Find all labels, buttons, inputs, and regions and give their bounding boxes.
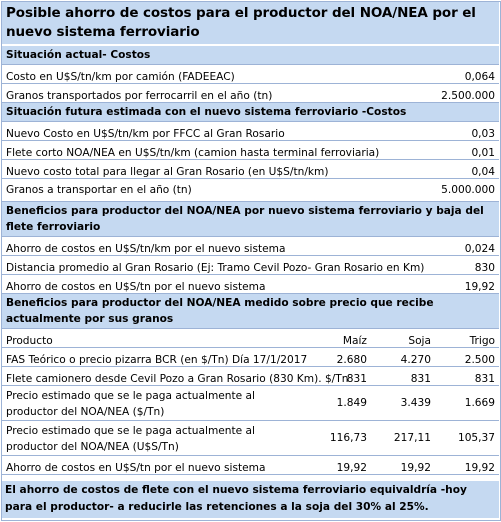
row-value: 19,92 (435, 274, 500, 294)
table-row: Ahorro de costos en U$S/tn por el nuevo … (2, 455, 500, 475)
cell-soja: 19,92 (371, 455, 435, 475)
row-label: Costo en U$S/tn/km por camión (FADEEAC) (2, 64, 435, 84)
table-row: Nuevo Costo en U$S/tn/km por FFCC al Gra… (2, 121, 500, 141)
conclusion-note: El ahorro de costos de flete con el nuev… (2, 481, 499, 518)
table-row: Ahorro de costos en U$S/tn/km por el nue… (2, 236, 500, 256)
cell-trigo: 831 (435, 366, 500, 386)
cell-maiz: 1.849 (307, 385, 371, 421)
table-row: Distancia promedio al Gran Rosario (Ej: … (2, 255, 500, 275)
table-row: Precio estimado que se le paga actualmen… (2, 385, 500, 421)
row-label: Granos transportados por ferrocarril en … (2, 83, 435, 103)
column-header-trigo: Trigo (435, 328, 500, 348)
row-label: Distancia promedio al Gran Rosario (Ej: … (2, 255, 435, 275)
cell-trigo: 2.500 (435, 347, 500, 367)
cell-soja: 3.439 (371, 385, 435, 421)
table-row: FAS Teórico o precio pizarra BCR (en $/T… (2, 347, 500, 367)
cell-soja: 831 (371, 366, 435, 386)
table-row: Granos a transportar en el año (tn) 5.00… (2, 178, 500, 202)
page-title: Posible ahorro de costos para el product… (2, 2, 499, 44)
cell-trigo: 19,92 (435, 455, 500, 475)
section-header-futura: Situación futura estimada con el nuevo s… (2, 102, 500, 122)
row-label: Ahorro de costos en U$S/tn por el nuevo … (2, 455, 307, 475)
cost-table: Situación actual- Costos Costo en U$S/tn… (2, 46, 500, 494)
table-row: Flete camionero desde Cevil Pozo a Gran … (2, 366, 500, 386)
section-header-actual: Situación actual- Costos (2, 46, 500, 65)
row-label: FAS Teórico o precio pizarra BCR (en $/T… (2, 347, 307, 367)
row-value: 830 (435, 255, 500, 275)
row-value: 0,024 (435, 236, 500, 256)
cell-trigo: 1.669 (435, 385, 500, 421)
column-header-row: Producto Maíz Soja Trigo (2, 328, 500, 348)
row-value: 0,04 (435, 159, 500, 179)
table-row: Ahorro de costos en U$S/tn por el nuevo … (2, 274, 500, 294)
row-value: 0,01 (435, 140, 500, 160)
table-row: Precio estimado que se le paga actualmen… (2, 420, 500, 456)
row-label: Ahorro de costos en U$S/tn por el nuevo … (2, 274, 435, 294)
spreadsheet: Situación actual- Costos Costo en U$S/tn… (2, 46, 500, 494)
table-row: Granos transportados por ferrocarril en … (2, 83, 500, 103)
row-value: 0,03 (435, 121, 500, 141)
cell-maiz: 116,73 (307, 420, 371, 456)
row-label: Granos a transportar en el año (tn) (2, 178, 435, 202)
row-label: Nuevo costo total para llegar al Gran Ro… (2, 159, 435, 179)
section-header-beneficios-2: Beneficios para productor del NOA/NEA me… (2, 293, 500, 329)
table-row: Costo en U$S/tn/km por camión (FADEEAC) … (2, 64, 500, 84)
row-label: Flete corto NOA/NEA en U$S/tn/km (camion… (2, 140, 435, 160)
row-value: 0,064 (435, 64, 500, 84)
row-label: Nuevo Costo en U$S/tn/km por FFCC al Gra… (2, 121, 435, 141)
section-header-beneficios-1: Beneficios para productor del NOA/NEA po… (2, 201, 500, 237)
row-value: 5.000.000 (435, 178, 500, 202)
table-row: Nuevo costo total para llegar al Gran Ro… (2, 159, 500, 179)
row-label: Flete camionero desde Cevil Pozo a Gran … (2, 366, 348, 386)
section-title: Situación futura estimada con el nuevo s… (2, 102, 500, 122)
cell-soja: 217,11 (371, 420, 435, 456)
cell-maiz: 831 (307, 366, 371, 386)
cell-trigo: 105,37 (435, 420, 500, 456)
column-header-soja: Soja (371, 328, 435, 348)
cell-maiz: 19,92 (307, 455, 371, 475)
row-label: Precio estimado que se le paga actualmen… (2, 420, 307, 456)
cell-soja: 4.270 (371, 347, 435, 367)
cell-maiz: 2.680 (307, 347, 371, 367)
row-value: 2.500.000 (435, 83, 500, 103)
table-row: Flete corto NOA/NEA en U$S/tn/km (camion… (2, 140, 500, 160)
column-header-producto: Producto (2, 328, 307, 348)
column-header-maiz: Maíz (307, 328, 371, 348)
section-title: Beneficios para productor del NOA/NEA po… (2, 201, 500, 237)
section-title: Situación actual- Costos (2, 46, 500, 65)
section-title: Beneficios para productor del NOA/NEA me… (2, 293, 500, 329)
row-label: Ahorro de costos en U$S/tn/km por el nue… (2, 236, 435, 256)
row-label: Precio estimado que se le paga actualmen… (2, 385, 307, 421)
